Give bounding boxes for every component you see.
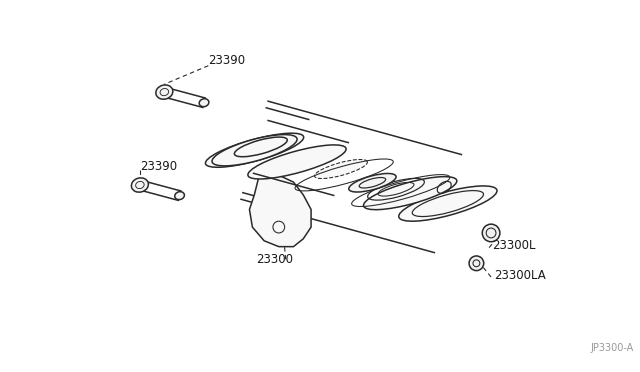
Ellipse shape bbox=[469, 256, 484, 270]
Ellipse shape bbox=[349, 173, 396, 192]
Ellipse shape bbox=[314, 160, 367, 179]
Ellipse shape bbox=[212, 135, 297, 166]
Text: 23300: 23300 bbox=[256, 253, 293, 266]
Ellipse shape bbox=[248, 145, 346, 179]
Ellipse shape bbox=[175, 192, 184, 200]
Ellipse shape bbox=[131, 178, 148, 192]
Polygon shape bbox=[250, 175, 311, 247]
Ellipse shape bbox=[364, 177, 457, 210]
Ellipse shape bbox=[156, 85, 173, 99]
Ellipse shape bbox=[205, 133, 303, 167]
Ellipse shape bbox=[199, 99, 209, 107]
Text: 23300LA: 23300LA bbox=[494, 269, 546, 282]
Text: 23390: 23390 bbox=[140, 160, 177, 173]
Text: 23390: 23390 bbox=[209, 54, 246, 67]
Ellipse shape bbox=[399, 186, 497, 221]
Ellipse shape bbox=[234, 137, 287, 157]
Text: 23300L: 23300L bbox=[492, 239, 536, 252]
Ellipse shape bbox=[483, 224, 500, 242]
Text: JP3300-A: JP3300-A bbox=[591, 343, 634, 353]
